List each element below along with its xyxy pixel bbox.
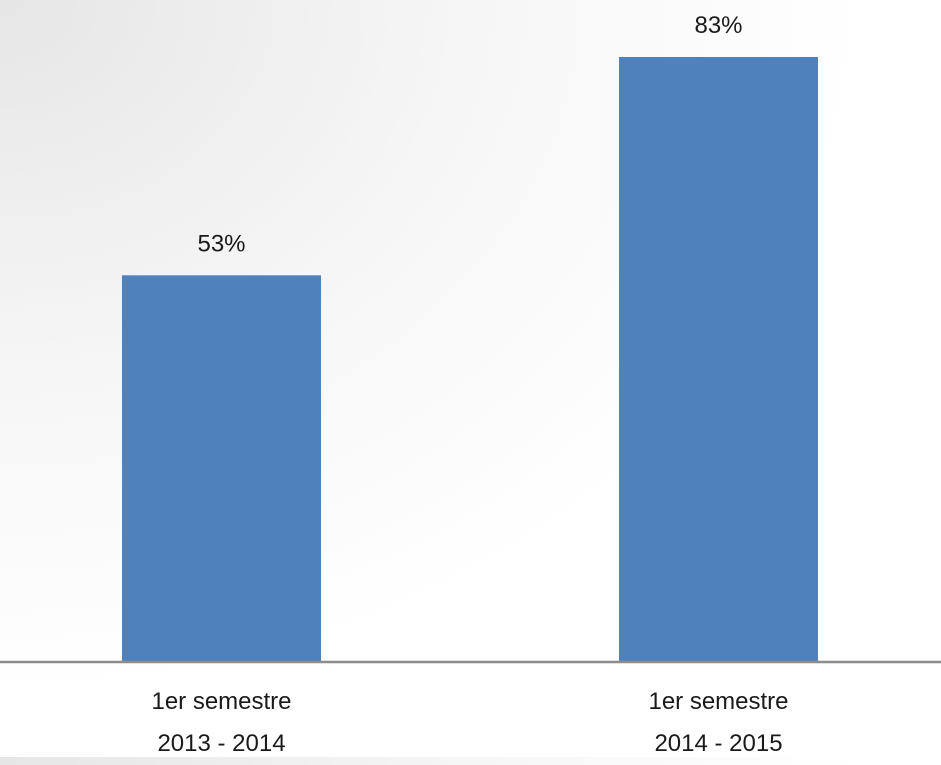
value-label: 53% (197, 230, 245, 257)
x-tick-label: 1er semestre 2014 - 2015 (648, 688, 789, 757)
bar (619, 57, 818, 661)
value-label: 83% (694, 12, 742, 39)
bar (122, 275, 321, 661)
x-tick-label: 1er semestre 2013 - 2014 (151, 688, 292, 757)
